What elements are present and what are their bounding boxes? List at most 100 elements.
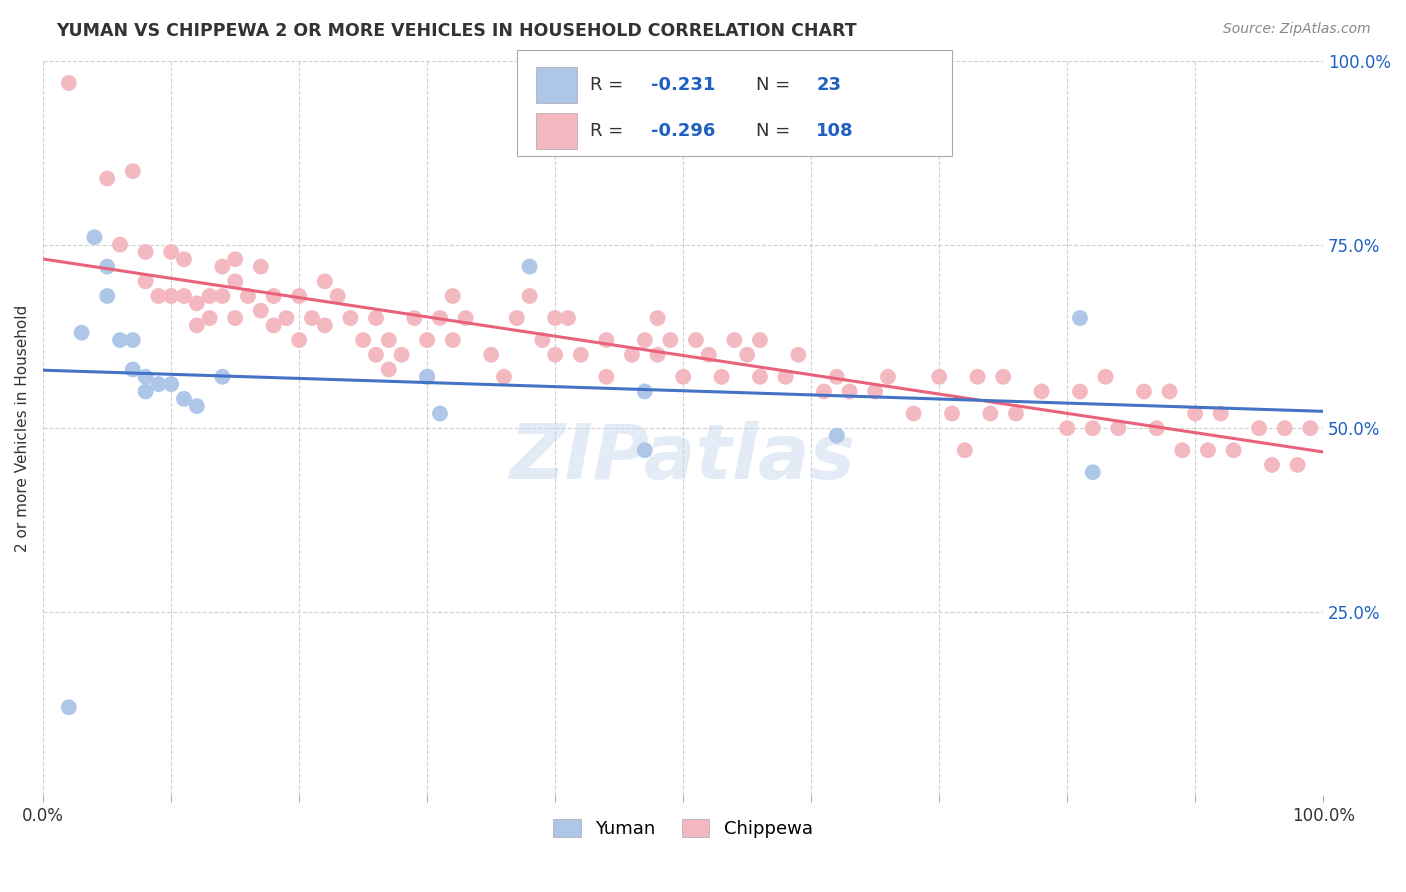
Point: [249, 303, 271, 318]
Point: [634, 443, 657, 458]
Point: [595, 333, 617, 347]
Point: [903, 407, 925, 421]
Point: [1081, 465, 1104, 479]
Point: [1197, 443, 1219, 458]
Point: [1056, 421, 1078, 435]
Point: [1146, 421, 1168, 435]
Text: YUMAN VS CHIPPEWA 2 OR MORE VEHICLES IN HOUSEHOLD CORRELATION CHART: YUMAN VS CHIPPEWA 2 OR MORE VEHICLES IN …: [56, 22, 856, 40]
Point: [1222, 443, 1244, 458]
Point: [135, 369, 157, 384]
Point: [710, 369, 733, 384]
Point: [211, 260, 233, 274]
FancyBboxPatch shape: [536, 68, 576, 103]
Point: [519, 289, 541, 303]
Point: [314, 318, 336, 333]
Point: [211, 369, 233, 384]
Point: [647, 311, 669, 326]
Point: [211, 289, 233, 303]
Point: [838, 384, 860, 399]
Point: [825, 428, 848, 442]
Point: [492, 369, 515, 384]
Point: [416, 369, 439, 384]
Point: [121, 164, 143, 178]
Point: [506, 311, 529, 326]
Point: [236, 289, 259, 303]
Point: [659, 333, 682, 347]
Point: [148, 289, 170, 303]
Point: [173, 289, 195, 303]
Point: [135, 274, 157, 288]
Text: R =: R =: [589, 77, 628, 95]
Point: [441, 289, 464, 303]
Point: [1159, 384, 1181, 399]
Point: [647, 348, 669, 362]
Point: [276, 311, 298, 326]
Point: [378, 333, 401, 347]
Point: [697, 348, 720, 362]
Point: [634, 384, 657, 399]
Point: [288, 333, 311, 347]
Legend: Yuman, Chippewa: Yuman, Chippewa: [547, 812, 820, 845]
Point: [620, 348, 643, 362]
Point: [544, 311, 567, 326]
Point: [121, 333, 143, 347]
Point: [83, 230, 105, 244]
Point: [429, 407, 451, 421]
Text: -0.231: -0.231: [651, 77, 716, 95]
Point: [966, 369, 988, 384]
Point: [326, 289, 349, 303]
Point: [569, 348, 592, 362]
Text: N =: N =: [756, 77, 796, 95]
Point: [391, 348, 413, 362]
Point: [224, 311, 246, 326]
Point: [96, 289, 118, 303]
Point: [160, 377, 183, 392]
Point: [749, 369, 772, 384]
Point: [224, 252, 246, 267]
Point: [58, 700, 80, 714]
Point: [160, 289, 183, 303]
Point: [953, 443, 976, 458]
Point: [479, 348, 502, 362]
Point: [1184, 407, 1206, 421]
Point: [198, 311, 221, 326]
Text: ZIPatlas: ZIPatlas: [510, 420, 856, 494]
Point: [1133, 384, 1156, 399]
Y-axis label: 2 or more Vehicles in Household: 2 or more Vehicles in Household: [15, 304, 30, 552]
Point: [1286, 458, 1309, 472]
Point: [364, 348, 387, 362]
Point: [1249, 421, 1271, 435]
Point: [58, 76, 80, 90]
Text: 23: 23: [817, 77, 841, 95]
Point: [544, 348, 567, 362]
Point: [557, 311, 579, 326]
Point: [735, 348, 758, 362]
Text: N =: N =: [756, 122, 796, 140]
Point: [173, 252, 195, 267]
Point: [991, 369, 1014, 384]
Point: [121, 362, 143, 376]
Point: [1299, 421, 1322, 435]
Point: [364, 311, 387, 326]
Text: 108: 108: [817, 122, 853, 140]
Text: Source: ZipAtlas.com: Source: ZipAtlas.com: [1223, 22, 1371, 37]
Point: [186, 296, 208, 310]
Point: [96, 171, 118, 186]
Point: [1274, 421, 1296, 435]
Point: [1171, 443, 1194, 458]
Point: [108, 333, 131, 347]
Point: [378, 362, 401, 376]
Point: [441, 333, 464, 347]
Text: R =: R =: [589, 122, 628, 140]
Point: [186, 318, 208, 333]
Point: [160, 244, 183, 259]
Point: [288, 289, 311, 303]
Point: [429, 311, 451, 326]
Point: [1031, 384, 1053, 399]
Point: [454, 311, 477, 326]
Point: [263, 318, 285, 333]
Point: [352, 333, 374, 347]
Point: [314, 274, 336, 288]
Point: [339, 311, 361, 326]
Point: [1261, 458, 1284, 472]
